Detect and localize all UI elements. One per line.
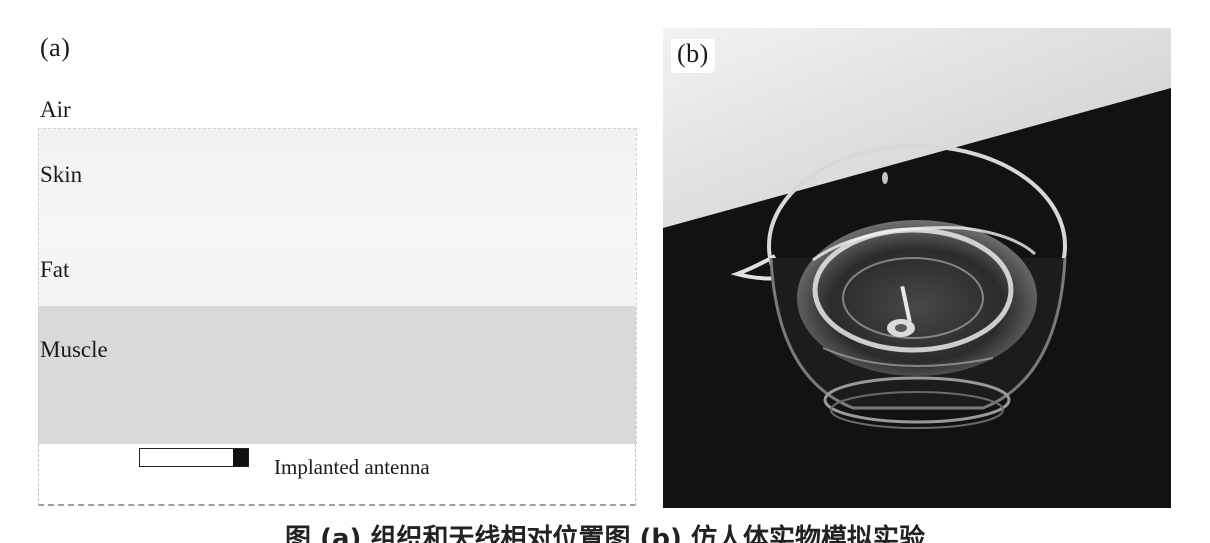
panel-b-label: (b): [671, 39, 715, 73]
panel-a-label: (a): [40, 33, 71, 62]
skin-fat-layer: [38, 128, 636, 307]
air-layer-label: Air: [40, 97, 71, 122]
figure-caption: 图 (a) 组织和天线相对位置图 (b) 仿人体实物模拟实验: [285, 524, 925, 543]
beaker-photo-illustration: [663, 28, 1171, 508]
skin-layer-label: Skin: [40, 162, 83, 187]
model-left-boundary: [38, 128, 39, 444]
model-right-boundary: [636, 128, 637, 444]
antenna-region: [38, 444, 636, 506]
fat-layer-label: Fat: [40, 257, 70, 282]
muscle-layer: [38, 306, 636, 444]
implanted-antenna-label: Implanted antenna: [274, 455, 430, 479]
implanted-antenna-symbol: [139, 448, 249, 467]
antenna-feed-block: [233, 449, 248, 466]
beaker-experiment-photo: [663, 28, 1171, 508]
muscle-layer-label: Muscle: [40, 337, 108, 362]
